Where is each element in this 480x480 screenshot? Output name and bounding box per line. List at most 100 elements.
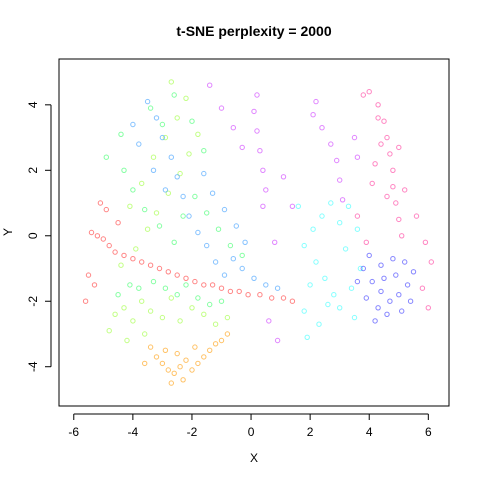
data-point: [189, 367, 195, 373]
data-point: [174, 115, 180, 121]
data-point: [201, 170, 207, 177]
data-point: [396, 216, 402, 223]
data-point: [195, 131, 201, 138]
data-point: [363, 295, 369, 301]
data-point: [369, 180, 375, 187]
data-point: [393, 200, 399, 206]
data-point: [354, 226, 361, 232]
data-point: [419, 285, 426, 291]
data-point: [121, 167, 127, 174]
data-point: [260, 203, 266, 210]
data-point: [422, 239, 429, 246]
data-point: [310, 112, 316, 118]
data-point: [384, 311, 390, 317]
data-point: [218, 337, 225, 344]
data-point: [413, 213, 420, 219]
data-point: [180, 377, 186, 383]
plot-frame: [58, 58, 450, 407]
data-point: [121, 252, 127, 259]
data-point: [242, 239, 248, 246]
data-point: [251, 108, 257, 115]
y-axis: -4 -2 0 2 4: [26, 101, 52, 372]
data-point: [363, 239, 369, 246]
data-point: [189, 305, 195, 311]
data-point: [325, 301, 331, 308]
data-point: [348, 285, 355, 291]
data-point: [195, 229, 201, 236]
data-point: [150, 167, 157, 174]
y-tick-label: 4: [26, 101, 40, 108]
data-point: [192, 344, 198, 350]
data-point: [399, 308, 405, 314]
data-point: [106, 328, 112, 334]
data-point: [142, 331, 148, 337]
x-tick-label: -2: [187, 425, 198, 439]
data-point: [162, 347, 169, 353]
data-point: [112, 249, 118, 255]
data-point: [186, 213, 192, 219]
y-tick-label: 0: [26, 232, 40, 239]
data-point: [390, 184, 396, 190]
data-point: [366, 252, 372, 259]
data-point: [174, 272, 180, 278]
data-point: [230, 125, 237, 131]
data-point: [375, 102, 381, 108]
data-point: [204, 242, 210, 249]
data-point: [387, 298, 393, 304]
data-point: [257, 292, 263, 298]
data-point: [280, 174, 287, 180]
data-point: [274, 285, 281, 291]
data-point: [399, 233, 405, 239]
data-point: [289, 298, 296, 304]
y-axis-label: Y: [1, 228, 15, 236]
data-point: [245, 292, 251, 298]
data-point: [112, 311, 118, 317]
data-point: [218, 105, 225, 111]
data-point: [322, 275, 328, 281]
data-point: [221, 272, 228, 278]
data-point: [272, 239, 278, 246]
data-point: [130, 121, 136, 128]
data-point: [239, 252, 245, 259]
data-point: [390, 256, 396, 262]
data-point: [354, 213, 361, 219]
data-point: [342, 246, 349, 252]
data-point: [171, 239, 177, 246]
data-point: [153, 354, 160, 360]
data-point: [127, 282, 133, 288]
data-point: [425, 305, 431, 311]
data-point: [384, 193, 390, 200]
data-point: [201, 282, 207, 288]
data-point: [390, 167, 396, 174]
data-point: [183, 282, 189, 288]
data-point: [139, 180, 145, 187]
data-point: [183, 275, 189, 281]
data-point: [180, 213, 186, 219]
data-point: [162, 285, 169, 291]
data-point: [360, 92, 366, 98]
data-point: [121, 305, 127, 311]
data-point: [85, 272, 92, 278]
data-point: [331, 292, 337, 298]
data-points: [82, 79, 434, 386]
data-point: [280, 295, 287, 301]
data-point: [177, 170, 183, 177]
data-point: [396, 144, 402, 151]
data-point: [328, 141, 334, 147]
data-point: [218, 298, 225, 304]
data-point: [147, 105, 154, 111]
data-point: [124, 337, 130, 344]
data-point: [106, 242, 112, 249]
data-point: [402, 187, 408, 193]
data-point: [207, 347, 213, 353]
data-point: [212, 259, 219, 265]
x-tick-label: 2: [307, 425, 314, 439]
data-point: [130, 187, 136, 193]
data-point: [183, 357, 189, 363]
data-point: [221, 206, 228, 213]
data-point: [212, 321, 219, 327]
data-point: [304, 334, 310, 340]
data-point: [204, 210, 210, 216]
data-point: [319, 125, 325, 131]
data-point: [345, 203, 352, 210]
